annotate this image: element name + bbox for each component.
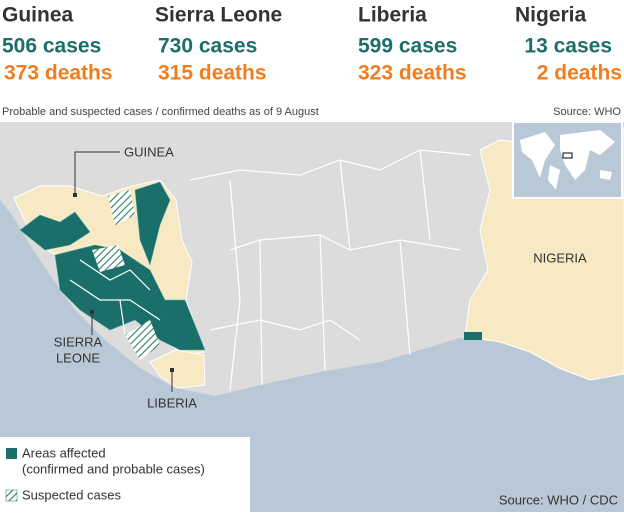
leader-line xyxy=(74,151,120,195)
suspected-area xyxy=(92,245,125,272)
deaths: 2 deaths xyxy=(537,62,622,85)
subtitle: Probable and suspected cases / confirmed… xyxy=(2,106,319,118)
cases: 730 cases xyxy=(158,35,257,58)
legend-label: Areas affected xyxy=(22,445,106,460)
deaths: 323 deaths xyxy=(358,62,467,85)
cases: 13 cases xyxy=(524,35,612,58)
cases: 599 cases xyxy=(358,35,457,58)
affected-area xyxy=(19,211,91,251)
legend-label: Suspected cases xyxy=(22,487,122,502)
marker xyxy=(73,193,77,197)
map-label: GUINEA xyxy=(124,144,174,159)
country-name: Guinea xyxy=(2,4,74,27)
stats: Guinea 506 cases 373 deaths Sierra Leone… xyxy=(2,4,622,85)
deaths: 315 deaths xyxy=(158,62,267,85)
borders xyxy=(189,149,471,391)
map: GUINEA SIERRA LEONE LIBERIA NIGERIA xyxy=(0,121,624,512)
source: Source: WHO / CDC xyxy=(499,492,618,507)
legend: Areas affected (confirmed and probable c… xyxy=(0,437,250,512)
affected-area xyxy=(464,332,482,340)
map-label: SIERRA xyxy=(54,334,103,349)
inset-map xyxy=(512,121,623,199)
map-label: LIBERIA xyxy=(147,395,197,410)
suspected-area xyxy=(108,190,135,225)
legend-swatch xyxy=(6,448,17,459)
country-name: Liberia xyxy=(358,4,427,27)
suspected-area xyxy=(125,320,160,360)
liberia-region xyxy=(149,349,206,389)
marker xyxy=(170,368,174,372)
deaths: 373 deaths xyxy=(4,62,113,85)
affected-area xyxy=(134,181,171,266)
map-label: NIGERIA xyxy=(533,250,587,265)
cases: 506 cases xyxy=(2,35,101,58)
country-name: Sierra Leone xyxy=(155,4,282,27)
marker xyxy=(90,310,94,314)
districts xyxy=(69,259,161,336)
affected-area xyxy=(54,244,206,351)
legend-swatch xyxy=(5,489,18,502)
source: Source: WHO xyxy=(553,106,621,118)
legend-label: (confirmed and probable cases) xyxy=(22,461,205,476)
country-name: Nigeria xyxy=(515,4,587,27)
map-label: LEONE xyxy=(56,350,100,365)
